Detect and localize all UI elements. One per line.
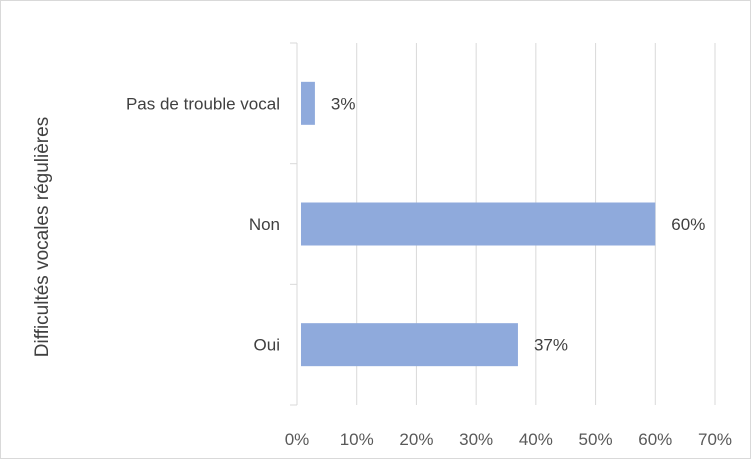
x-tick-label: 10% — [340, 430, 374, 449]
data-label: 60% — [671, 215, 705, 234]
x-tick-labels: 0% 10% 20% 30% 40% 50% 60% 70% — [285, 430, 732, 449]
x-tick-label: 50% — [579, 430, 613, 449]
bar — [301, 81, 315, 125]
category-labels: Pas de trouble vocal Non Oui — [126, 94, 280, 354]
category-label: Non — [249, 215, 280, 234]
category-label: Pas de trouble vocal — [126, 94, 280, 113]
x-tick-label: 40% — [519, 430, 553, 449]
x-tick-label: 20% — [399, 430, 433, 449]
bar — [301, 202, 656, 246]
category-label: Oui — [254, 336, 280, 355]
data-labels: 3% 60% 37% — [331, 94, 705, 354]
y-axis-title: Difficultés vocales régulières — [32, 117, 53, 357]
x-tick-label: 30% — [459, 430, 493, 449]
bars — [301, 81, 656, 367]
data-label: 37% — [534, 336, 568, 355]
data-label: 3% — [331, 94, 356, 113]
x-tick-label: 0% — [285, 430, 310, 449]
x-tick-label: 70% — [698, 430, 732, 449]
bar — [301, 323, 518, 367]
x-tick-label: 60% — [638, 430, 672, 449]
